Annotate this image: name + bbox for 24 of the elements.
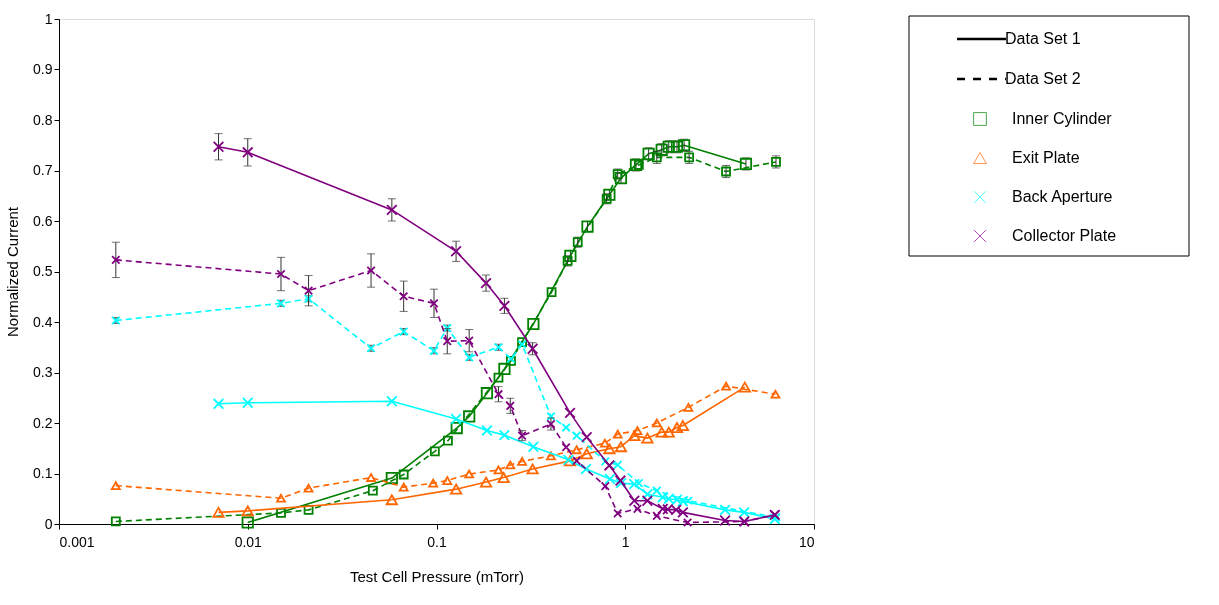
x-tick-label: 0.1	[427, 533, 447, 550]
y-tick-label: 0.5	[33, 263, 53, 279]
y-tick-label: 0	[44, 515, 53, 532]
x-tick-label: 0.01	[234, 533, 263, 550]
y-tick-label: 0.2	[33, 414, 53, 431]
y-tick-label: 1	[44, 10, 53, 27]
legend-label: Back Aperture	[1012, 188, 1113, 205]
y-tick-label: 0.6	[33, 212, 53, 229]
y-tick-label: 0.8	[33, 111, 53, 128]
text: Data Set 1	[1005, 30, 1081, 47]
legend-label: Exit Plate	[1012, 149, 1080, 166]
y-axis-title: Normalized Current	[4, 206, 22, 338]
legend-label: Inner Cylinder	[1012, 110, 1113, 127]
y-tick-label: 0.3	[33, 364, 53, 380]
legend-label: Collector Plate	[1012, 227, 1117, 244]
x-tick-label: 10	[798, 533, 815, 550]
y-tick-label: 0.7	[33, 162, 53, 178]
x-tick-label: 0.001	[59, 533, 95, 550]
x-axis-title: Test Cell Pressure (mTorr)	[349, 567, 525, 585]
y-tick-label: 0.9	[33, 61, 53, 77]
x-tick-label: 1	[621, 533, 630, 550]
text: Data Set 2	[1005, 70, 1081, 87]
y-tick-label: 0.4	[33, 313, 53, 330]
y-tick-label: 0.1	[33, 465, 53, 481]
